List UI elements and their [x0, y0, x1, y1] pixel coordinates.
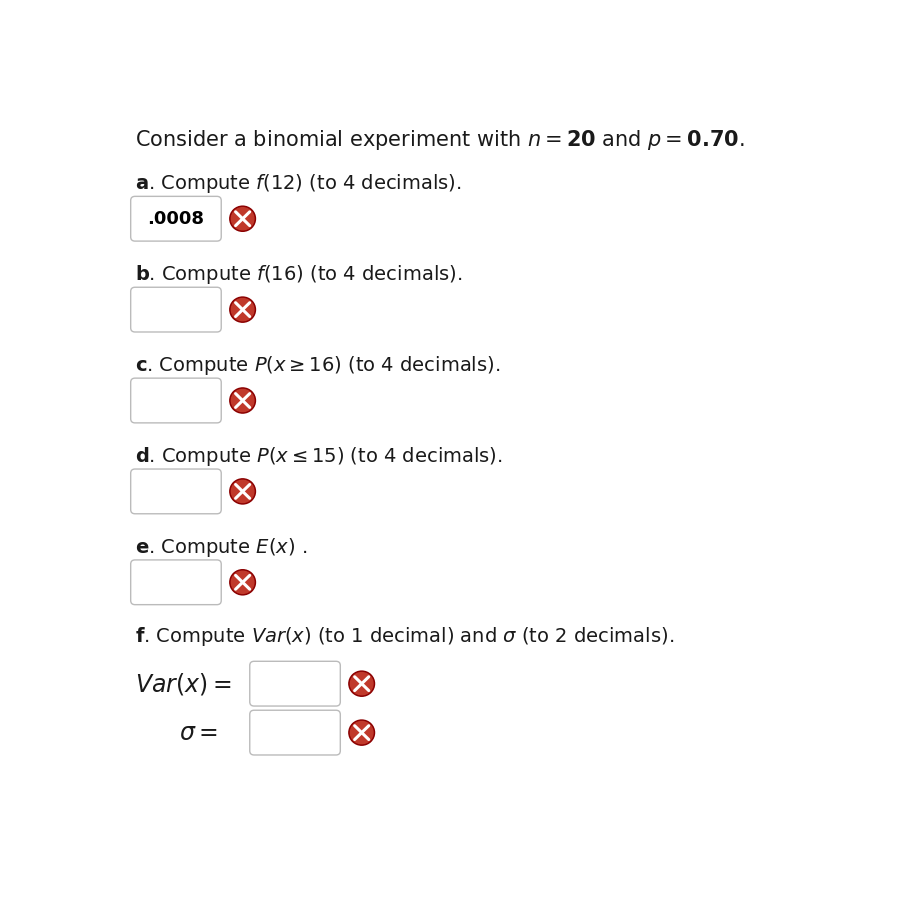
Circle shape [231, 571, 254, 593]
Circle shape [348, 671, 374, 696]
Circle shape [230, 388, 255, 413]
FancyBboxPatch shape [130, 469, 221, 514]
Text: $\mathbf{e}$. Compute $E(x)$ .: $\mathbf{e}$. Compute $E(x)$ . [135, 536, 307, 558]
Circle shape [231, 390, 254, 411]
FancyBboxPatch shape [130, 560, 221, 605]
FancyBboxPatch shape [249, 710, 340, 755]
Text: $\mathbf{f}$. Compute $\mathit{Var}(x)$ (to 1 decimal) and $\sigma$ (to 2 decima: $\mathbf{f}$. Compute $\mathit{Var}(x)$ … [135, 626, 674, 648]
FancyBboxPatch shape [249, 661, 340, 706]
Circle shape [230, 569, 255, 595]
FancyBboxPatch shape [130, 287, 221, 332]
Circle shape [231, 208, 254, 230]
Text: .0008: .0008 [147, 210, 204, 228]
Circle shape [231, 480, 254, 502]
FancyBboxPatch shape [130, 378, 221, 423]
Circle shape [348, 720, 374, 745]
Circle shape [230, 479, 255, 504]
Text: $\mathbf{a}$. Compute $f(12)$ (to 4 decimals).: $\mathbf{a}$. Compute $f(12)$ (to 4 deci… [135, 173, 461, 195]
FancyBboxPatch shape [130, 196, 221, 242]
Circle shape [230, 297, 255, 322]
Text: Consider a binomial experiment with $n = \mathbf{20}$ and $p = \mathbf{0.70}$.: Consider a binomial experiment with $n =… [135, 128, 743, 153]
Circle shape [350, 673, 372, 695]
Circle shape [350, 722, 372, 744]
Text: $\sigma = $: $\sigma = $ [179, 721, 218, 745]
Text: $\mathit{Var}(x) = $: $\mathit{Var}(x) = $ [135, 671, 232, 696]
Circle shape [230, 206, 255, 232]
Circle shape [231, 299, 254, 321]
Text: $\mathbf{d}$. Compute $P(x \leq 15)$ (to 4 decimals).: $\mathbf{d}$. Compute $P(x \leq 15)$ (to… [135, 445, 502, 468]
Text: $\mathbf{c}$. Compute $P(x \geq 16)$ (to 4 decimals).: $\mathbf{c}$. Compute $P(x \geq 16)$ (to… [135, 354, 500, 377]
Text: $\mathbf{b}$. Compute $f(16)$ (to 4 decimals).: $\mathbf{b}$. Compute $f(16)$ (to 4 deci… [135, 263, 461, 286]
